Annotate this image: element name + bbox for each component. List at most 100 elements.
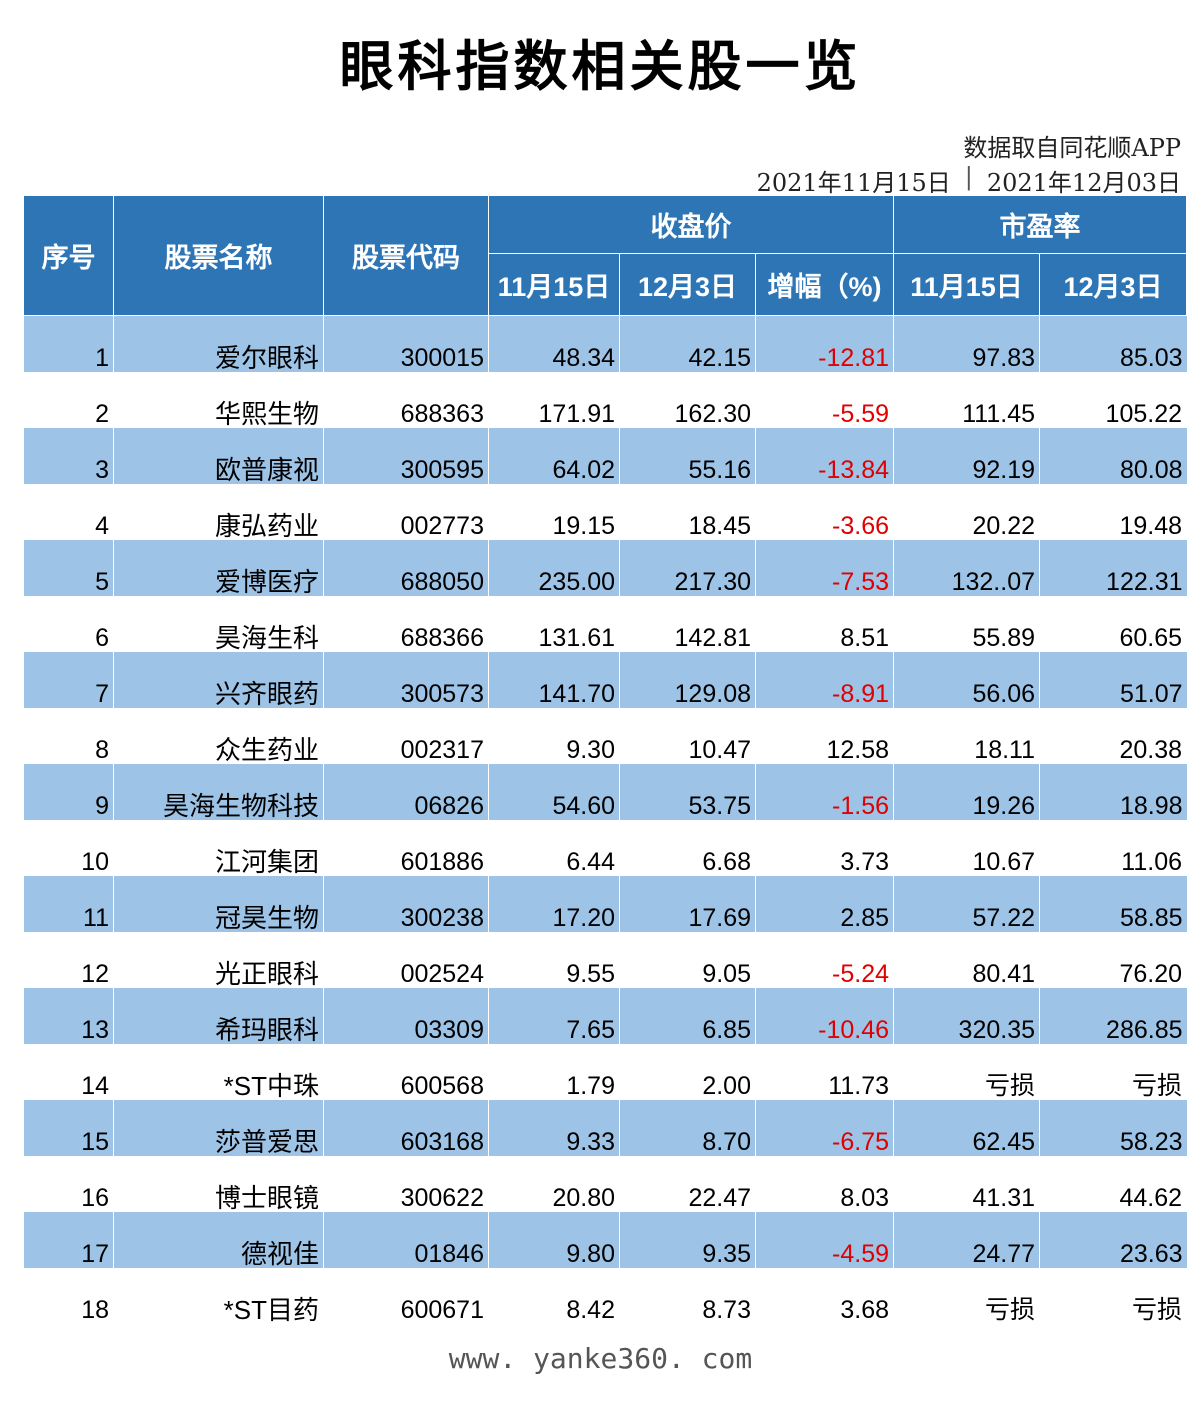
cell-name: 欧普康视 <box>113 427 324 484</box>
cell-name: 昊海生物科技 <box>113 763 324 820</box>
page-title: 眼科指数相关股一览 <box>339 34 862 98</box>
cell-code: 06826 <box>323 763 489 820</box>
cell-pe-nov15: 18.11 <box>974 735 1036 764</box>
cell-code: 300595 <box>323 427 489 484</box>
header-code: 股票代码 <box>323 195 489 316</box>
table-row: 16 博士眼镜 300622 20.80 22.47 8.03 41.31 44.62 <box>24 1156 1187 1212</box>
header-pe-nov15: 11月15日 <box>893 253 1041 316</box>
cell-index: 15 <box>23 1099 114 1156</box>
cell-price-dec3: 9.35 <box>619 1211 756 1268</box>
cell-pe-nov15: 92.19 <box>893 427 1041 484</box>
cell-change: 12.58 <box>826 735 890 764</box>
cell-price-nov15: 54.60 <box>488 763 620 820</box>
cell-price-dec3: 142.81 <box>674 623 751 652</box>
cell-price-nov15: 9.30 <box>566 735 615 764</box>
cell-change: 11.73 <box>828 1071 890 1100</box>
cell-pe-dec3: 亏损 <box>1132 1071 1183 1100</box>
cell-price-dec3: 2.00 <box>702 1071 751 1100</box>
cell-price-dec3: 42.15 <box>619 315 756 372</box>
cell-pe-nov15: 20.22 <box>972 511 1036 540</box>
cell-pe-dec3: 58.23 <box>1039 1099 1187 1156</box>
cell-change: -5.24 <box>832 959 890 988</box>
cell-code: 601886 <box>400 847 484 876</box>
cell-change: -5.59 <box>832 399 890 428</box>
cell-pe-dec3: 286.85 <box>1039 987 1187 1044</box>
cell-change: 8.51 <box>840 623 890 652</box>
cell-pe-nov15: 55.89 <box>972 623 1036 652</box>
cell-name: 昊海生科 <box>214 622 319 653</box>
header-change: 增幅（%) <box>754 253 895 316</box>
cell-pe-dec3: 60.65 <box>1119 623 1183 652</box>
cell-change: 2.85 <box>755 875 895 932</box>
cell-pe-nov15: 57.22 <box>893 875 1041 932</box>
table-row: 10 江河集团 601886 6.44 6.68 3.73 10.67 11.06 <box>24 820 1187 876</box>
cell-price-dec3: 129.08 <box>619 651 756 708</box>
cell-pe-dec3: 18.98 <box>1039 763 1187 820</box>
cell-price-nov15: 8.42 <box>566 1295 615 1324</box>
cell-pe-dec3: 亏损 <box>1132 1295 1183 1324</box>
cell-name: 康弘药业 <box>214 510 319 541</box>
cell-index: 11 <box>23 875 114 932</box>
table-row: 2 华熙生物 688363 171.91 162.30 -5.59 111.45 105.22 <box>24 372 1187 428</box>
stock-table: 序号 股票名称 股票代码 收盘价 市盈率 11月15日 12月3日 增幅（%) … <box>23 195 1188 1324</box>
table-row: 17 德视佳 01846 9.80 9.35 -4.59 24.77 23.63 <box>23 1211 1187 1268</box>
cell-price-dec3: 22.47 <box>688 1183 751 1212</box>
cell-pe-nov15: 19.26 <box>893 763 1041 820</box>
cell-price-nov15: 9.55 <box>566 959 615 988</box>
cell-price-nov15: 131.61 <box>538 623 615 652</box>
cell-pe-nov15: 10.67 <box>972 847 1036 876</box>
cell-price-dec3: 6.68 <box>702 847 751 876</box>
cell-code: 002773 <box>400 511 484 540</box>
table-row: 14 *ST中珠 600568 1.79 2.00 11.73 亏损 亏损 <box>24 1044 1187 1100</box>
cell-pe-nov15: 97.83 <box>893 315 1041 372</box>
table-row: 12 光正眼科 002524 9.55 9.05 -5.24 80.41 76.20 <box>24 932 1187 988</box>
table-row: 4 康弘药业 002773 19.15 18.45 -3.66 20.22 19.48 <box>24 484 1187 540</box>
cell-price-nov15: 48.34 <box>488 315 620 372</box>
cell-pe-nov15: 80.41 <box>972 959 1036 988</box>
cell-index: 6 <box>95 623 109 652</box>
cell-price-nov15: 7.65 <box>488 987 620 1044</box>
cell-change: -3.66 <box>832 511 890 540</box>
cell-pe-dec3: 122.31 <box>1039 539 1187 596</box>
cell-price-dec3: 162.30 <box>674 399 751 428</box>
cell-code: 300238 <box>323 875 489 932</box>
cell-price-nov15: 141.70 <box>488 651 620 708</box>
cell-name: *ST中珠 <box>223 1070 319 1101</box>
cell-price-nov15: 1.79 <box>566 1071 615 1100</box>
cell-code: 002524 <box>400 959 484 988</box>
cell-pe-dec3: 80.08 <box>1039 427 1187 484</box>
cell-pe-nov15: 24.77 <box>893 1211 1041 1268</box>
watermark: www. yanke360. com <box>448 1342 753 1375</box>
cell-pe-nov15: 111.45 <box>962 399 1036 428</box>
cell-price-nov15: 235.00 <box>488 539 620 596</box>
cell-index: 5 <box>23 539 114 596</box>
cell-index: 9 <box>23 763 114 820</box>
cell-index: 12 <box>81 959 109 988</box>
cell-index: 4 <box>95 511 109 540</box>
cell-change: -12.81 <box>755 315 895 372</box>
date-start: 2021年11月15日 <box>756 169 951 197</box>
header-close-price: 收盘价 <box>487 195 895 254</box>
cell-price-dec3: 10.47 <box>688 735 751 764</box>
cell-pe-nov15: 亏损 <box>985 1295 1036 1324</box>
cell-code: 300015 <box>323 315 489 372</box>
cell-code: 688366 <box>400 623 484 652</box>
table-body: 1 爱尔眼科 300015 48.34 42.15 -12.81 97.83 85.03 2 华熙… <box>23 315 1187 1324</box>
cell-name: 爱尔眼科 <box>113 315 324 372</box>
cell-code: 300622 <box>400 1183 484 1212</box>
cell-price-nov15: 17.20 <box>488 875 620 932</box>
cell-price-dec3: 8.70 <box>619 1099 756 1156</box>
cell-name: 众生药业 <box>214 734 319 765</box>
header-pe-ratio: 市盈率 <box>893 195 1188 254</box>
cell-price-dec3: 217.30 <box>619 539 756 596</box>
cell-index: 8 <box>95 735 109 764</box>
cell-pe-dec3: 19.48 <box>1119 511 1183 540</box>
cell-pe-dec3: 44.62 <box>1119 1183 1183 1212</box>
cell-code: 688050 <box>323 539 489 596</box>
cell-code: 03309 <box>323 987 489 1044</box>
cell-name: 莎普爱思 <box>113 1099 324 1156</box>
cell-pe-dec3: 20.38 <box>1119 735 1183 764</box>
cell-index: 10 <box>81 847 109 876</box>
cell-pe-dec3: 23.63 <box>1039 1211 1187 1268</box>
cell-price-nov15: 6.44 <box>566 847 615 876</box>
